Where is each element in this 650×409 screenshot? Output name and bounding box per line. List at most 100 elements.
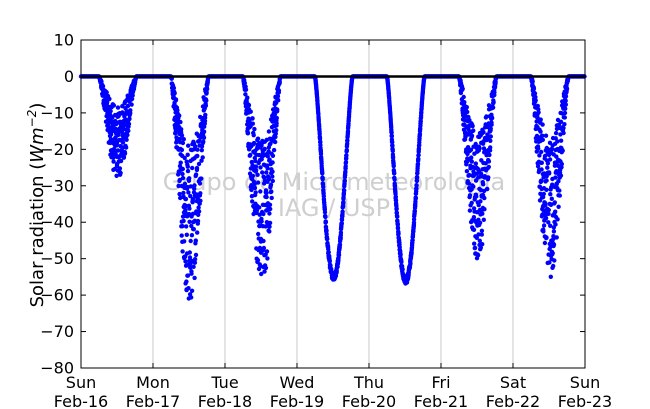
data-point xyxy=(343,159,349,165)
data-point xyxy=(553,130,559,136)
data-point xyxy=(203,112,208,118)
data-point xyxy=(395,214,400,219)
data-point xyxy=(121,154,127,160)
data-point xyxy=(270,178,275,184)
data-point xyxy=(560,148,565,153)
y-tick-label: −70 xyxy=(40,322,74,341)
grid-lines xyxy=(152,40,514,368)
data-point xyxy=(324,228,329,233)
data-point xyxy=(248,152,253,158)
data-point xyxy=(415,161,421,167)
data-point xyxy=(196,212,201,217)
x-tick-date: Feb-20 xyxy=(342,392,396,409)
data-point xyxy=(264,170,269,175)
data-point xyxy=(558,173,564,178)
data-point xyxy=(400,267,405,272)
x-tick-date: Feb-22 xyxy=(486,392,540,409)
data-point xyxy=(202,118,208,124)
data-point xyxy=(487,152,492,158)
data-point xyxy=(341,199,346,205)
data-point xyxy=(181,137,186,142)
data-point xyxy=(182,181,188,186)
data-point xyxy=(344,153,349,158)
data-point xyxy=(551,234,556,239)
data-point xyxy=(118,158,124,164)
data-point xyxy=(478,245,483,250)
data-point xyxy=(546,211,551,216)
data-point xyxy=(471,184,476,189)
axes: 100−10−20−30−40−50−60−70−80SunFeb-16MonF… xyxy=(40,31,612,409)
data-point xyxy=(275,107,280,112)
data-point xyxy=(476,232,481,237)
data-point xyxy=(188,193,193,199)
data-point xyxy=(481,217,486,222)
data-point xyxy=(562,115,567,120)
data-point xyxy=(399,259,404,265)
x-tick-weekday: Fri xyxy=(431,373,450,392)
data-point xyxy=(274,115,279,121)
data-point xyxy=(478,199,483,204)
data-point xyxy=(263,265,269,271)
data-point xyxy=(190,211,196,216)
data-point xyxy=(180,171,185,177)
data-point xyxy=(267,229,272,234)
data-point xyxy=(264,249,270,254)
data-point xyxy=(541,229,546,234)
data-point xyxy=(203,103,208,109)
data-point xyxy=(194,165,200,171)
data-point xyxy=(475,253,481,258)
data-point xyxy=(180,224,185,229)
data-point xyxy=(488,145,493,150)
data-point xyxy=(492,90,497,95)
data-point xyxy=(321,184,326,189)
data-point xyxy=(532,91,538,96)
data-point xyxy=(563,106,568,111)
data-point xyxy=(318,151,324,157)
data-point xyxy=(559,165,564,170)
data-point xyxy=(110,115,115,120)
data-point xyxy=(488,126,493,131)
data-point xyxy=(488,134,493,139)
data-point xyxy=(198,191,203,196)
data-point xyxy=(392,177,397,182)
data-point xyxy=(543,216,549,221)
data-point xyxy=(118,170,123,176)
data-point xyxy=(391,163,396,169)
data-point xyxy=(481,130,486,135)
data-point xyxy=(261,245,267,251)
data-point xyxy=(541,223,547,228)
data-point xyxy=(471,169,476,174)
data-point xyxy=(187,219,192,224)
data-point xyxy=(204,86,210,92)
data-point xyxy=(549,146,555,152)
data-point xyxy=(114,173,119,178)
data-point xyxy=(185,164,190,169)
data-point xyxy=(195,230,200,235)
data-point xyxy=(546,220,551,225)
y-axis-label: Solar radiation (Wm−2) xyxy=(25,103,48,308)
data-point xyxy=(543,203,548,208)
data-point xyxy=(201,135,207,140)
data-point xyxy=(552,258,557,263)
data-point xyxy=(192,186,197,191)
data-point xyxy=(471,227,477,232)
data-point xyxy=(485,186,490,192)
data-point xyxy=(189,233,195,238)
data-point xyxy=(480,211,485,216)
data-point xyxy=(184,232,189,237)
data-point xyxy=(339,221,344,226)
data-point xyxy=(550,251,555,256)
data-point xyxy=(465,145,471,150)
data-point xyxy=(266,129,272,134)
data-point xyxy=(478,171,484,176)
data-point xyxy=(535,164,541,169)
data-point xyxy=(482,207,487,212)
data-point xyxy=(564,86,570,91)
x-tick-weekday: Tue xyxy=(210,373,238,392)
data-point xyxy=(185,152,190,157)
data-point xyxy=(543,133,549,138)
x-tick-weekday: Sat xyxy=(500,373,526,392)
data-point xyxy=(467,193,473,198)
data-point xyxy=(414,183,419,188)
